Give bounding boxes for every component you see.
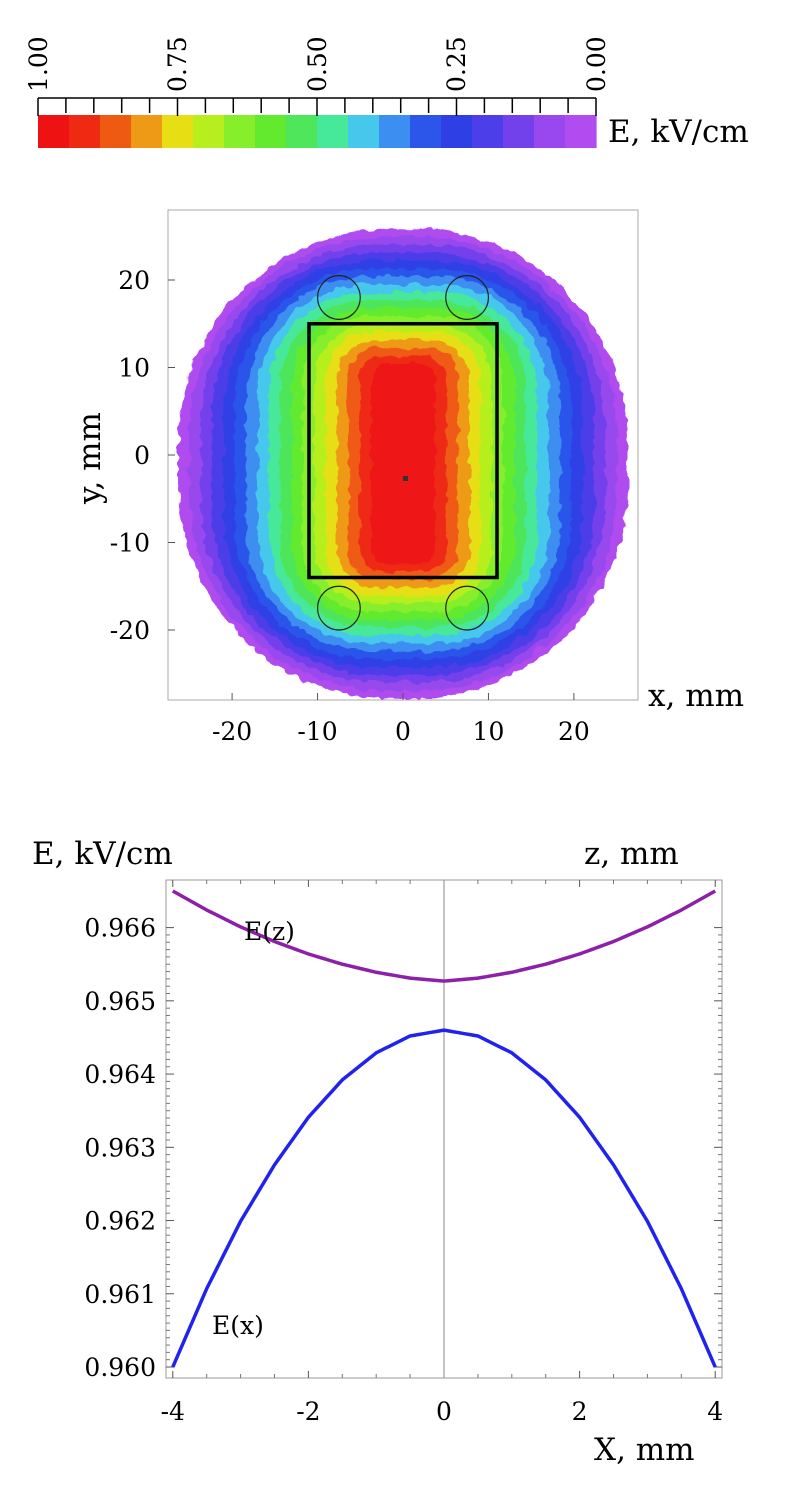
- x-tick-label: 4: [707, 1397, 723, 1426]
- colorbar-swatch: [286, 115, 318, 148]
- x-tick-label: 0: [436, 1397, 452, 1426]
- heatmap-plot: -20 -10 0 10 20 20 10 0 -10 -20 x, mm y, mm: [72, 209, 744, 746]
- y-tick-label: 0.961: [84, 1280, 156, 1309]
- colorbar-swatch: [503, 115, 535, 148]
- colorbar-tick-labels: 1.00 0.75 0.50 0.25 0.00: [24, 36, 611, 92]
- colorbar-swatch: [193, 115, 225, 148]
- colorbar-tick-label: 0.50: [303, 36, 332, 92]
- colorbar-swatch: [379, 115, 411, 148]
- colorbar-swatch: [348, 115, 380, 148]
- x-tick-label: 2: [572, 1397, 588, 1426]
- heatmap-y-ticks: 20 10 0 -10 -20: [110, 266, 175, 645]
- colorbar-swatch: [100, 115, 132, 148]
- electrode-circle: [316, 585, 361, 631]
- y-tick-label: 0.963: [84, 1133, 156, 1162]
- line-y-ticks: 0.966 0.965 0.964 0.963 0.962 0.961 0.960: [84, 914, 722, 1382]
- colorbar-swatch: [69, 115, 101, 148]
- x-tick-label: -4: [161, 1397, 185, 1426]
- heatmap-center-marker: [403, 476, 408, 481]
- colorbar-swatch: [410, 115, 442, 148]
- colorbar-ticks: [37, 97, 597, 116]
- electrode-circle: [445, 275, 490, 320]
- colorbar-swatch: [38, 115, 70, 148]
- series-ez-line: [171, 889, 717, 983]
- heatmap-y-axis-label: y, mm: [72, 412, 108, 505]
- x-tick-label: 0: [395, 717, 411, 746]
- heatmap-x-axis-label: x, mm: [648, 678, 744, 714]
- colorbar: 1.00 0.75 0.50 0.25 0.00 E, kV/cm: [24, 36, 749, 150]
- line-secondary-label: z, mm: [584, 836, 679, 872]
- colorbar-swatch: [441, 115, 473, 148]
- x-tick-label: -20: [212, 717, 252, 746]
- electrode-circle: [316, 275, 361, 320]
- series-label-ez: E(z): [244, 917, 295, 946]
- colorbar-swatch: [162, 115, 194, 148]
- heatmap-contour-band: [371, 363, 435, 564]
- x-tick-label: 20: [558, 717, 590, 746]
- colorbar-swatch: [255, 115, 287, 148]
- colorbar-swatch: [472, 115, 504, 148]
- y-tick-label: 0.965: [84, 987, 156, 1016]
- x-tick-label: 10: [473, 717, 505, 746]
- colorbar-tick-label: 0.25: [442, 36, 471, 92]
- x-tick-label: -2: [296, 1397, 320, 1426]
- colorbar-swatch: [534, 115, 566, 148]
- y-tick-label: -10: [110, 529, 150, 558]
- y-tick-label: 0: [134, 441, 150, 470]
- electrode-circle: [445, 585, 490, 631]
- line-x-ticks: -4 -2 0 2 4: [161, 880, 723, 1426]
- colorbar-swatch: [317, 115, 349, 148]
- heatmap-field: [178, 228, 628, 699]
- y-tick-label: -20: [110, 616, 150, 645]
- y-tick-label: 0.966: [84, 914, 156, 943]
- sample-rectangle: [307, 322, 499, 580]
- series-ex-line: [171, 1028, 717, 1368]
- heatmap-annotations: [307, 275, 499, 631]
- colorbar-swatch: [131, 115, 163, 148]
- colorbar-label: E, kV/cm: [608, 114, 749, 150]
- colorbar-swatch: [224, 115, 256, 148]
- colorbar-swatches: [38, 115, 597, 148]
- heatmap-x-ticks: -20 -10 0 10 20: [212, 693, 590, 746]
- line-series-group: [171, 889, 717, 1368]
- line-x-axis-label: X, mm: [594, 1432, 695, 1468]
- line-y-axis-label: E, kV/cm: [32, 836, 173, 872]
- y-tick-label: 0.960: [84, 1353, 156, 1382]
- colorbar-tick-label: 0.75: [163, 36, 192, 92]
- x-tick-label: -10: [297, 717, 337, 746]
- series-label-ex: E(x): [212, 1311, 264, 1340]
- colorbar-tick-label: 0.00: [582, 36, 611, 92]
- y-tick-label: 10: [118, 354, 150, 383]
- y-tick-label: 20: [118, 266, 150, 295]
- y-tick-label: 0.964: [84, 1060, 156, 1089]
- y-tick-label: 0.962: [84, 1207, 156, 1236]
- colorbar-tick-label: 1.00: [24, 36, 53, 92]
- colorbar-swatch: [565, 115, 597, 148]
- line-plot: -4 -2 0 2 4 0.9660.9650.9640.9630.9620.9610.…: [32, 836, 723, 1468]
